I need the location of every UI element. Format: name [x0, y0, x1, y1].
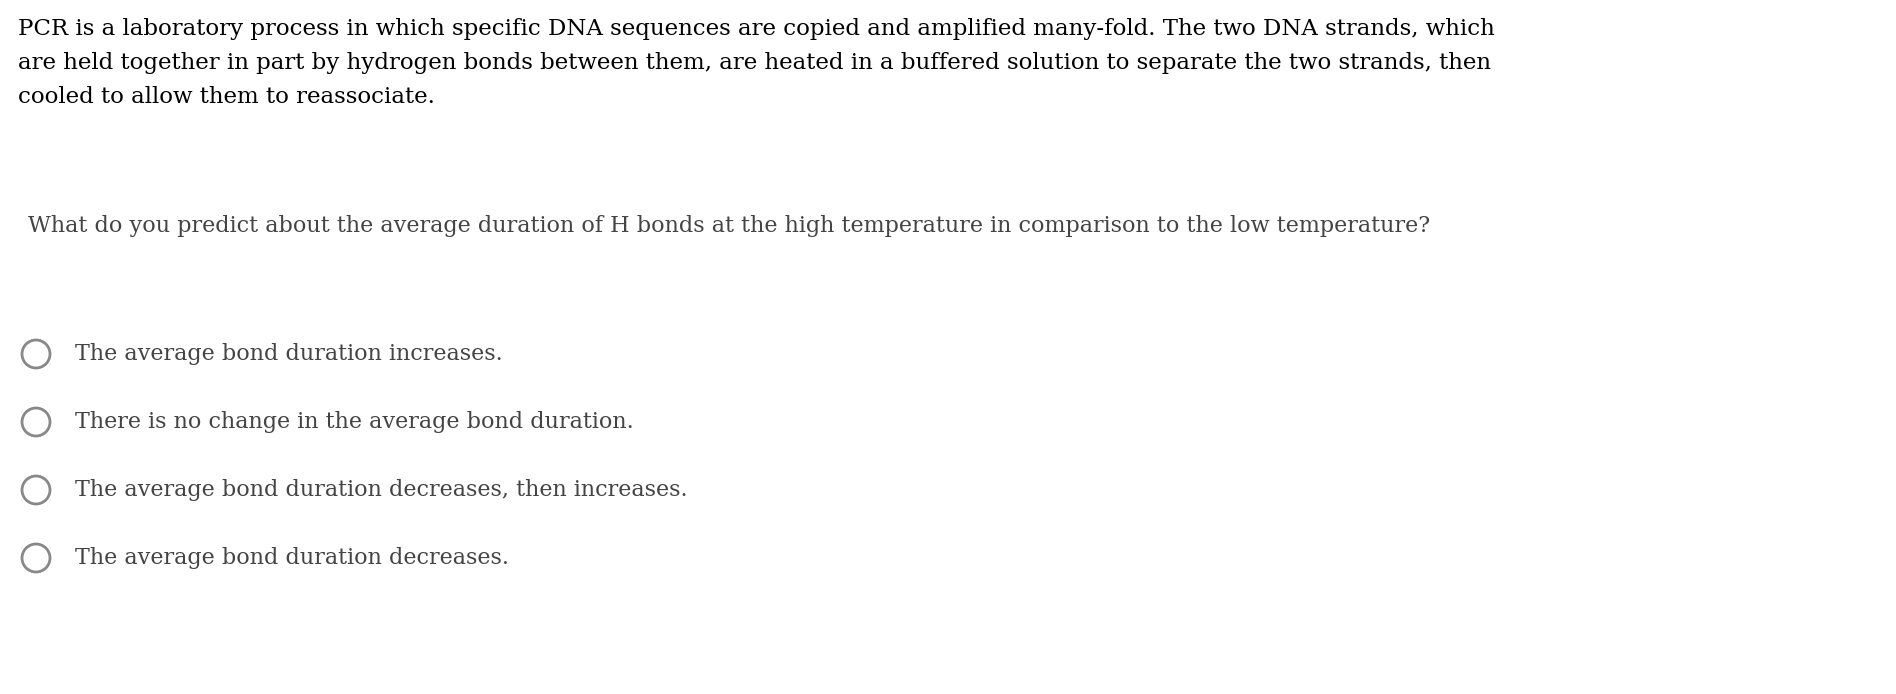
Text: cooled to allow them to reassociate.: cooled to allow them to reassociate.	[17, 86, 434, 108]
Text: are held together in part by hydrogen bonds between them, are heated in a buffer: are held together in part by hydrogen bo…	[17, 52, 1490, 74]
Text: The average bond duration increases.: The average bond duration increases.	[76, 343, 502, 365]
Text: There is no change in the average bond duration.: There is no change in the average bond d…	[76, 411, 633, 433]
Text: PCR is a laboratory process in which specific DNA sequences are copied and ampli: PCR is a laboratory process in which spe…	[17, 18, 1494, 40]
Text: What do you predict about the average duration of H bonds at the high temperatur: What do you predict about the average du…	[28, 215, 1430, 237]
Text: The average bond duration decreases.: The average bond duration decreases.	[76, 547, 508, 569]
Text: The average bond duration decreases, then increases.: The average bond duration decreases, the…	[76, 479, 688, 501]
